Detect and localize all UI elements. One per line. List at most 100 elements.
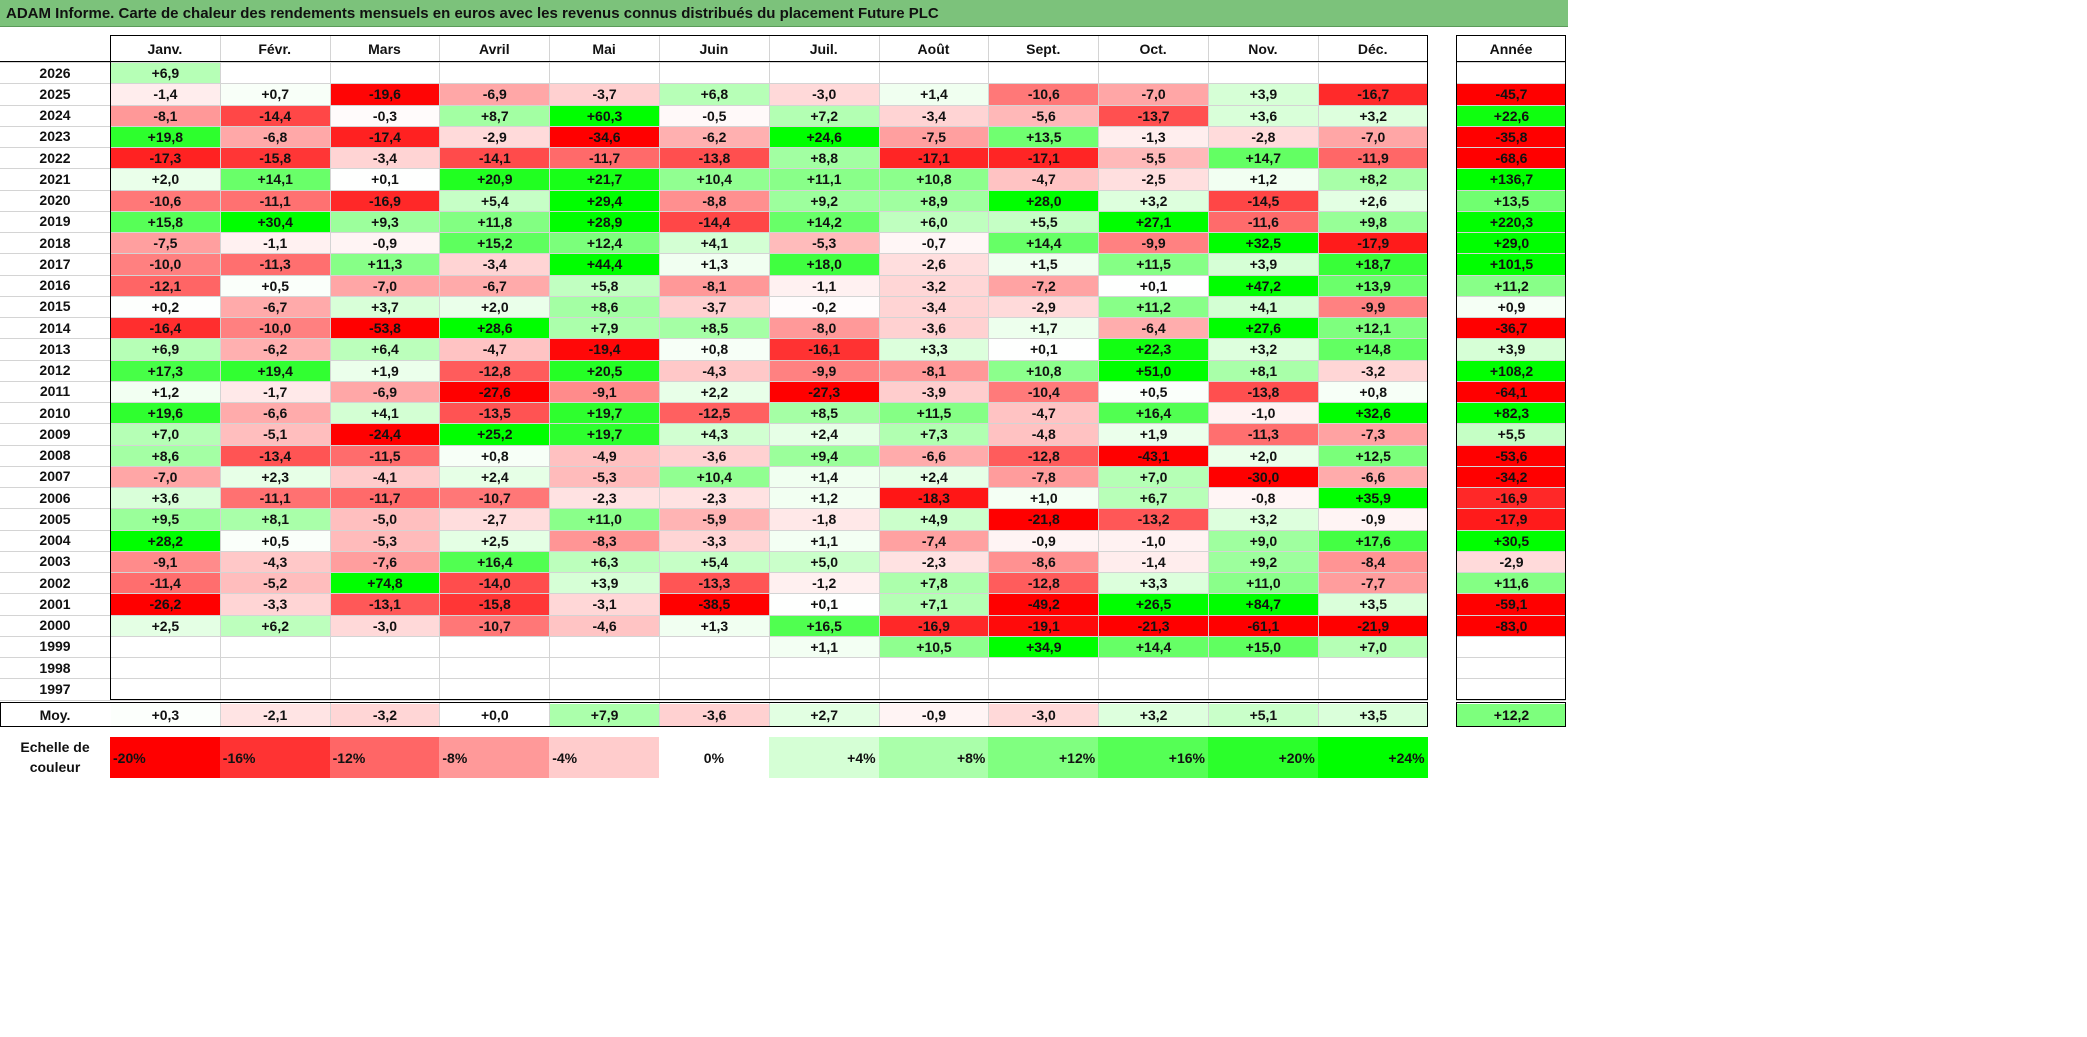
average-cell: -3,2 xyxy=(330,704,440,726)
heatmap-cell: +27,6 xyxy=(1209,318,1318,339)
heatmap-cell: -2,6 xyxy=(879,254,989,275)
heatmap-cell: +0,1 xyxy=(1099,275,1208,296)
heatmap-cell: -17,9 xyxy=(1318,233,1428,254)
heatmap-cell: -10,6 xyxy=(989,84,1099,105)
heatmap-cell: -7,0 xyxy=(330,275,440,296)
heatmap-cell: -12,1 xyxy=(111,275,220,296)
heatmap-cell: -61,1 xyxy=(1209,615,1318,636)
heatmap-cell: +14,8 xyxy=(1318,339,1428,360)
column-divider xyxy=(549,35,551,700)
heatmap-cell: +18,7 xyxy=(1318,254,1428,275)
heatmap-cell xyxy=(1318,679,1428,700)
heatmap-cell: +10,8 xyxy=(989,360,1099,381)
row-divider xyxy=(0,83,1428,85)
year-label: 2015 xyxy=(39,298,71,315)
heatmap-cell: -12,8 xyxy=(440,360,550,381)
heatmap-cell: -11,1 xyxy=(220,488,330,509)
heatmap-cell: -49,2 xyxy=(989,594,1099,615)
row-divider xyxy=(0,210,1428,212)
annual-cell: -34,2 xyxy=(1457,466,1566,487)
heatmap-cell: +28,9 xyxy=(550,211,659,232)
row-divider xyxy=(1456,614,1566,616)
heatmap-cell: +11,3 xyxy=(330,254,440,275)
heatmap-cell: -3,6 xyxy=(879,318,989,339)
heatmap-cell: -27,6 xyxy=(440,381,550,402)
heatmap-cell: +2,3 xyxy=(220,466,330,487)
heatmap-cell xyxy=(440,63,550,84)
heatmap-cell: +9,2 xyxy=(769,190,879,211)
heatmap-cell: +17,6 xyxy=(1318,530,1428,551)
heatmap-cell xyxy=(1099,658,1208,679)
heatmap-cell xyxy=(1099,63,1208,84)
annual-cell: +82,3 xyxy=(1457,403,1566,424)
average-cell: -3,0 xyxy=(989,704,1099,726)
annual-cell: +220,3 xyxy=(1457,211,1566,232)
heatmap-cell: -8,8 xyxy=(660,190,769,211)
row-divider xyxy=(1456,572,1566,573)
annual-header-underline xyxy=(1456,61,1566,62)
row-divider xyxy=(0,380,1428,382)
average-cell: +7,9 xyxy=(550,704,659,726)
heatmap-cell: +4,9 xyxy=(879,509,989,530)
heatmap-cell: +11,0 xyxy=(550,509,659,530)
year-label: 2007 xyxy=(39,468,71,485)
heatmap-cell: -5,1 xyxy=(220,424,330,445)
year-label: 1998 xyxy=(39,659,71,676)
heatmap-cell: +3,6 xyxy=(1209,105,1318,126)
heatmap-cell: +9,5 xyxy=(111,509,220,530)
heatmap-cell: +3,5 xyxy=(1318,594,1428,615)
heatmap-cell: -9,9 xyxy=(1318,296,1428,317)
heatmap-cell: +32,5 xyxy=(1209,233,1318,254)
annual-cell: -36,7 xyxy=(1457,318,1566,339)
heatmap-cell: +6,9 xyxy=(111,339,220,360)
heatmap-cell: -5,3 xyxy=(769,233,879,254)
color-scale-swatch: +12% xyxy=(988,737,1099,778)
year-label: 1999 xyxy=(39,638,71,655)
heatmap-cell: +9,0 xyxy=(1209,530,1318,551)
heatmap-cell: -5,2 xyxy=(220,573,330,594)
month-header: Nov. xyxy=(1248,40,1278,57)
heatmap-cell: -17,3 xyxy=(111,148,220,169)
heatmap-cell xyxy=(660,679,769,700)
heatmap-cell: +15,2 xyxy=(440,233,550,254)
heatmap-cell xyxy=(1209,658,1318,679)
heatmap-cell: +16,4 xyxy=(1099,403,1208,424)
heatmap-cell: -14,4 xyxy=(660,211,769,232)
heatmap-cell: +7,3 xyxy=(879,424,989,445)
year-label: 2021 xyxy=(39,170,71,187)
heatmap-cell: +2,0 xyxy=(111,169,220,190)
heatmap-cell: -13,2 xyxy=(1099,509,1208,530)
heatmap-cell: +5,5 xyxy=(989,211,1099,232)
heatmap-cell: +2,4 xyxy=(769,424,879,445)
heatmap-cell xyxy=(989,679,1099,700)
heatmap-cell: -14,1 xyxy=(440,148,550,169)
heatmap-cell: +3,9 xyxy=(550,573,659,594)
heatmap-cell: +6,0 xyxy=(879,211,989,232)
heatmap-cell: -6,2 xyxy=(220,339,330,360)
heatmap-cell: +0,8 xyxy=(440,445,550,466)
column-divider xyxy=(329,35,331,700)
heatmap-cell: -16,9 xyxy=(330,190,440,211)
average-cell: +2,7 xyxy=(769,704,879,726)
heatmap-cell: +8,5 xyxy=(769,403,879,424)
heatmap-cell: -3,7 xyxy=(660,296,769,317)
heatmap-cell: +2,4 xyxy=(879,466,989,487)
heatmap-cell: +1,9 xyxy=(1099,424,1208,445)
heatmap-cell: +3,3 xyxy=(879,339,989,360)
heatmap-cell: -11,6 xyxy=(1209,211,1318,232)
row-divider xyxy=(1456,295,1566,297)
heatmap-cell: +17,3 xyxy=(111,360,220,381)
heatmap-cell: +7,0 xyxy=(1318,636,1428,657)
year-label: 2004 xyxy=(39,532,71,549)
heatmap-cell: +15,0 xyxy=(1209,636,1318,657)
heatmap-cell: -19,4 xyxy=(550,339,659,360)
row-divider xyxy=(0,62,1428,63)
column-divider xyxy=(219,703,221,727)
heatmap-cell: -11,9 xyxy=(1318,148,1428,169)
heatmap-cell: -0,3 xyxy=(330,105,440,126)
heatmap-cell: +0,5 xyxy=(1099,381,1208,402)
heatmap-cell: -7,3 xyxy=(1318,424,1428,445)
row-divider xyxy=(0,168,1428,170)
heatmap-cell: -10,6 xyxy=(111,190,220,211)
row-divider xyxy=(1456,380,1566,382)
